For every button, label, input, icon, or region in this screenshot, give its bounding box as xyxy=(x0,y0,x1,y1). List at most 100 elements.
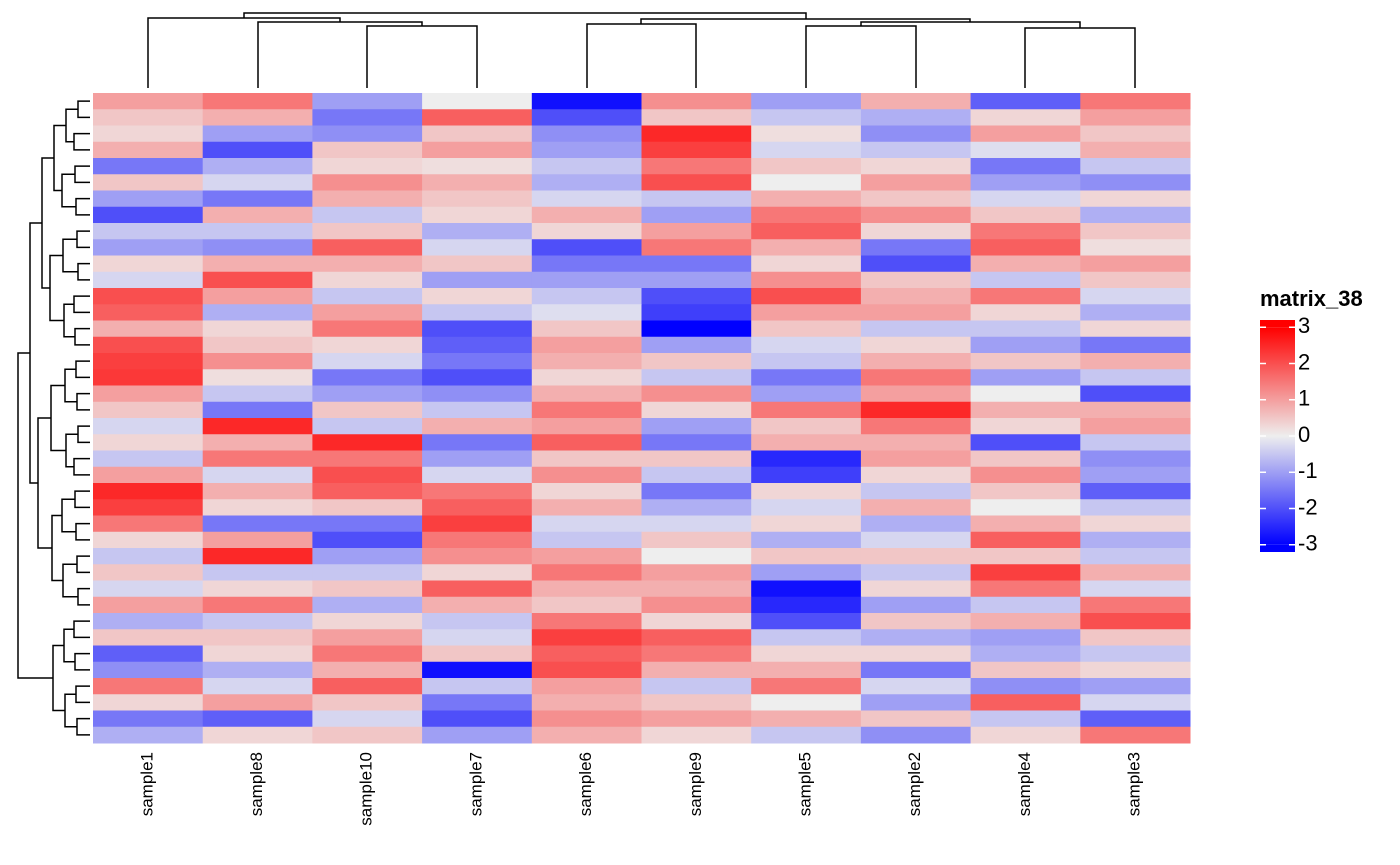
column-label: sample9 xyxy=(686,752,705,816)
column-label: sample7 xyxy=(466,752,485,816)
dendrogram-branch xyxy=(65,433,78,468)
heatmap-cell xyxy=(202,288,313,305)
heatmap-cell xyxy=(751,629,862,646)
heatmap-cell xyxy=(1080,385,1191,403)
heatmap-cell xyxy=(751,369,862,386)
column-label: sample6 xyxy=(576,752,595,816)
heatmap-cell xyxy=(970,645,1081,663)
column-label: sample3 xyxy=(1125,752,1144,816)
heatmap-cell xyxy=(970,174,1081,191)
heatmap-cell xyxy=(751,613,862,630)
heatmap-cell xyxy=(531,450,642,468)
heatmap-cell xyxy=(970,548,1081,565)
heatmap-cell xyxy=(1080,174,1191,191)
heatmap-cell xyxy=(1080,564,1191,581)
heatmap-cell xyxy=(312,304,423,321)
heatmap-cell xyxy=(751,239,862,256)
dendrogram-branch xyxy=(76,392,90,411)
heatmap-cell xyxy=(970,678,1081,695)
heatmap-cell xyxy=(860,190,972,208)
heatmap-cell xyxy=(860,320,972,338)
dendrogram-branch xyxy=(76,230,90,249)
heatmap-cell xyxy=(93,288,204,305)
heatmap-cell xyxy=(422,320,533,338)
heatmap-cell xyxy=(312,239,423,256)
heatmap-cell xyxy=(93,661,204,679)
heatmap-cell xyxy=(860,141,972,159)
heatmap-cell xyxy=(751,271,862,289)
heatmap-cell xyxy=(312,564,423,581)
heatmap-cell xyxy=(531,548,642,565)
heatmap-cell xyxy=(422,385,533,403)
heatmap-cell xyxy=(422,629,533,646)
heatmap-cell xyxy=(970,629,1081,646)
heatmap-cell xyxy=(202,271,313,289)
heatmap-cell xyxy=(1080,304,1191,321)
heatmap-cell xyxy=(93,418,204,435)
heatmap-cell xyxy=(422,158,533,175)
heatmap-cell xyxy=(531,336,642,354)
heatmap-cell xyxy=(202,710,313,728)
heatmap-cell xyxy=(970,336,1081,354)
row-dendrogram xyxy=(17,100,90,736)
legend-tick-label: -2 xyxy=(1298,494,1318,519)
heatmap-cell xyxy=(1080,596,1191,614)
heatmap-cell xyxy=(970,271,1081,289)
heatmap-cell xyxy=(93,190,204,208)
heatmap-cell xyxy=(641,531,752,549)
heatmap-cell xyxy=(970,401,1081,419)
dendrogram-branch xyxy=(75,197,90,216)
heatmap-cell xyxy=(93,466,204,484)
heatmap-cell xyxy=(751,320,862,338)
dendrogram-branch xyxy=(77,587,90,606)
heatmap-cell xyxy=(422,401,533,419)
heatmap-cell xyxy=(531,661,642,679)
heatmap-cell xyxy=(970,255,1081,273)
heatmap-cell xyxy=(312,613,423,630)
heatmap-cell xyxy=(860,109,972,126)
heatmap-cell xyxy=(312,353,423,370)
heatmap-cell xyxy=(970,385,1081,403)
heatmap-cell xyxy=(641,434,752,451)
heatmap-cell xyxy=(860,125,972,143)
heatmap-cell xyxy=(531,206,642,224)
heatmap-cell xyxy=(970,466,1081,484)
heatmap-cell xyxy=(312,288,423,305)
heatmap-cell xyxy=(641,125,752,143)
heatmap-cell xyxy=(970,206,1081,224)
heatmap-cell xyxy=(312,531,423,549)
dendrogram-branch xyxy=(586,23,697,88)
heatmap-cell xyxy=(1080,206,1191,224)
dendrogram-branch xyxy=(74,165,90,184)
heatmap-cell xyxy=(970,141,1081,159)
heatmap-cell xyxy=(202,304,313,321)
heatmap-cell xyxy=(970,418,1081,435)
heatmap-cell xyxy=(202,661,313,679)
heatmap-cell xyxy=(531,271,642,289)
colorbar-end xyxy=(1260,320,1295,328)
heatmap-cell xyxy=(531,564,642,581)
dendrogram-branch xyxy=(147,17,341,88)
heatmap-cell xyxy=(751,288,862,305)
column-label: sample10 xyxy=(357,752,376,826)
heatmap-cell xyxy=(531,320,642,338)
heatmap-cell xyxy=(531,158,642,175)
dendrogram-branch xyxy=(1024,27,1136,88)
heatmap-cell xyxy=(970,613,1081,630)
heatmap-cell xyxy=(1080,580,1191,598)
heatmap-cell xyxy=(422,369,533,386)
heatmap-cell xyxy=(422,271,533,289)
dendrogram-branch xyxy=(62,563,78,598)
heatmap-cell xyxy=(531,694,642,711)
heatmap-cell xyxy=(422,434,533,451)
heatmap-cell xyxy=(1080,694,1191,711)
heatmap-cell xyxy=(1080,678,1191,695)
heatmap-cell xyxy=(1080,418,1191,435)
heatmap-cell xyxy=(751,109,862,126)
heatmap-cell xyxy=(93,645,204,663)
heatmap-cell xyxy=(970,434,1081,451)
heatmap-cell xyxy=(970,369,1081,386)
heatmap-cell xyxy=(202,694,313,711)
dendrogram-branch xyxy=(77,100,90,119)
heatmap-cell xyxy=(202,141,313,159)
